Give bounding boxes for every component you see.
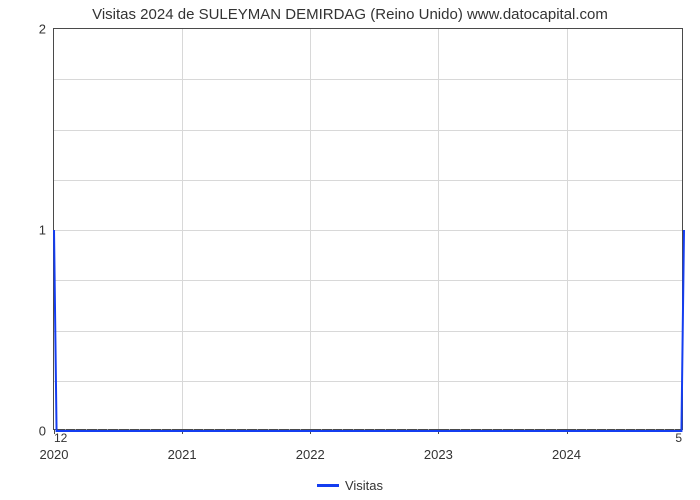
- y-tick-label: 1: [39, 223, 46, 238]
- legend: Visitas: [0, 478, 700, 493]
- plot-area: 01220202021202220232024125: [53, 28, 683, 430]
- x-tick-label: 2023: [424, 447, 453, 462]
- x-endpoint-right: 5: [675, 431, 682, 445]
- x-tick-label: 2024: [552, 447, 581, 462]
- legend-swatch: [317, 484, 339, 487]
- x-endpoint-left: 12: [54, 431, 67, 445]
- line-layer: [54, 29, 684, 431]
- series-line: [54, 230, 684, 431]
- x-tick-label: 2021: [168, 447, 197, 462]
- legend-label: Visitas: [345, 478, 383, 493]
- chart-title: Visitas 2024 de SULEYMAN DEMIRDAG (Reino…: [0, 6, 700, 23]
- x-tick-label: 2022: [296, 447, 325, 462]
- x-tick-label: 2020: [40, 447, 69, 462]
- y-tick-label: 2: [39, 22, 46, 37]
- y-tick-label: 0: [39, 424, 46, 439]
